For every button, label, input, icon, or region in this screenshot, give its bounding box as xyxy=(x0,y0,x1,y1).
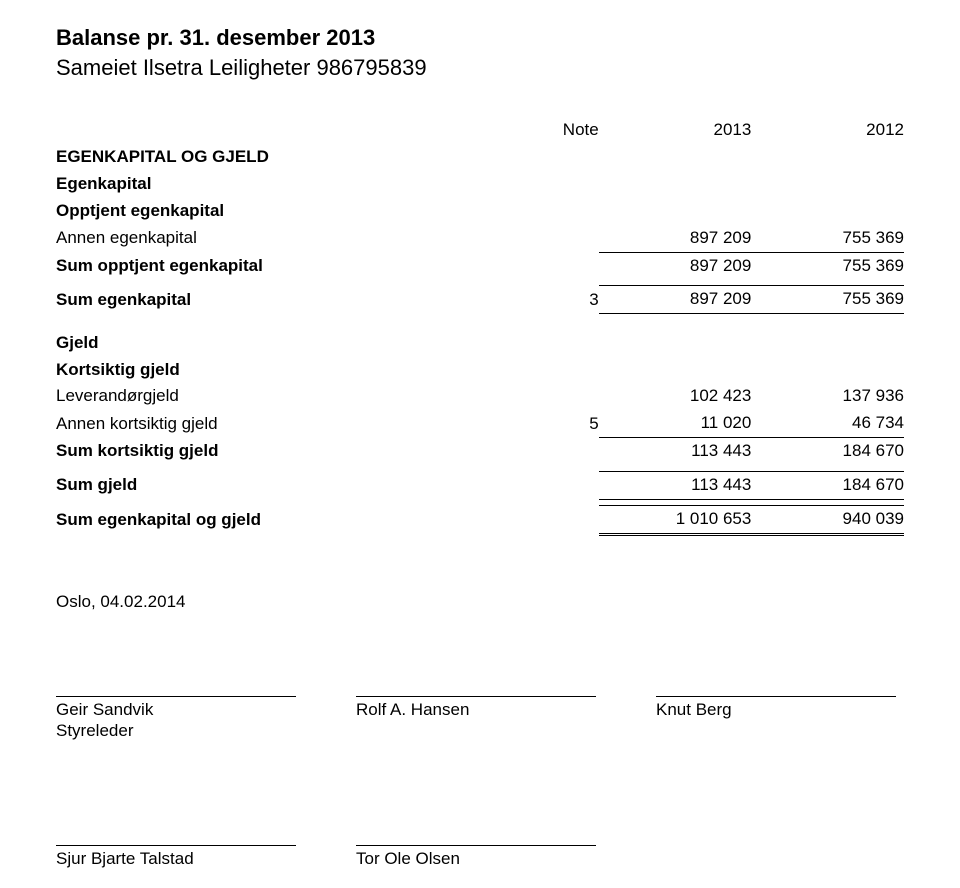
grand-total-row: Sum egenkapital og gjeld 1 010 653 940 0… xyxy=(56,505,904,534)
row-label: Annen egenkapital xyxy=(56,225,497,252)
row-note xyxy=(497,252,599,279)
row-note xyxy=(497,438,599,465)
signature-line xyxy=(56,696,296,697)
section-heading: Egenkapital xyxy=(56,171,904,198)
subtotal-row: Sum kortsiktig gjeld 113 443 184 670 xyxy=(56,438,904,465)
table-header-row: Note 2013 2012 xyxy=(56,117,904,144)
signature-line xyxy=(356,696,596,697)
row-y2: 184 670 xyxy=(751,471,904,499)
document-date: Oslo, 04.02.2014 xyxy=(56,592,904,612)
table-row: Leverandørgjeld 102 423 137 936 xyxy=(56,383,904,410)
row-y1: 113 443 xyxy=(599,438,752,465)
signatory-role: Styreleder xyxy=(56,720,296,741)
signatory-name: Sjur Bjarte Talstad xyxy=(56,848,296,869)
col-year1: 2013 xyxy=(599,117,752,144)
page-subtitle: Sameiet Ilsetra Leiligheter 986795839 xyxy=(56,54,904,82)
signatory-name: Geir Sandvik xyxy=(56,699,296,720)
row-y1: 1 010 653 xyxy=(599,505,752,534)
balance-table: Note 2013 2012 EGENKAPITAL OG GJELD Egen… xyxy=(56,117,904,536)
row-y2: 755 369 xyxy=(751,286,904,314)
total-row: Sum egenkapital 3 897 209 755 369 xyxy=(56,286,904,314)
signature-line xyxy=(56,845,296,846)
row-note xyxy=(497,225,599,252)
signature-block: Sjur Bjarte Talstad xyxy=(56,845,296,869)
row-note: 5 xyxy=(497,410,599,437)
signature-line xyxy=(656,696,896,697)
balance-sheet-page: Balanse pr. 31. desember 2013 Sameiet Il… xyxy=(0,0,960,888)
row-note: 3 xyxy=(497,286,599,314)
equity-heading: Egenkapital xyxy=(56,171,497,198)
signatory-name: Tor Ole Olsen xyxy=(356,848,596,869)
row-note xyxy=(497,383,599,410)
signature-block: Rolf A. Hansen xyxy=(356,696,596,742)
row-y1: 897 209 xyxy=(599,252,752,279)
row-label: Sum kortsiktig gjeld xyxy=(56,438,497,465)
table-row: Annen kortsiktig gjeld 5 11 020 46 734 xyxy=(56,410,904,437)
equity-debt-heading: EGENKAPITAL OG GJELD xyxy=(56,144,497,171)
section-heading: EGENKAPITAL OG GJELD xyxy=(56,144,904,171)
section-heading: Opptjent egenkapital xyxy=(56,198,904,225)
row-y2: 755 369 xyxy=(751,225,904,252)
row-y1: 11 020 xyxy=(599,410,752,437)
signature-row-2: Sjur Bjarte Talstad Tor Ole Olsen xyxy=(56,845,904,869)
debt-heading: Gjeld xyxy=(56,330,497,357)
row-y2: 940 039 xyxy=(751,505,904,534)
row-y1: 113 443 xyxy=(599,471,752,499)
signature-block: Knut Berg xyxy=(656,696,896,742)
signatory-name: Rolf A. Hansen xyxy=(356,699,596,720)
row-label: Annen kortsiktig gjeld xyxy=(56,410,497,437)
page-title: Balanse pr. 31. desember 2013 xyxy=(56,24,904,52)
retained-heading: Opptjent egenkapital xyxy=(56,198,497,225)
row-label: Leverandørgjeld xyxy=(56,383,497,410)
total-row: Sum gjeld 113 443 184 670 xyxy=(56,471,904,499)
signature-block: Tor Ole Olsen xyxy=(356,845,596,869)
signatory-name: Knut Berg xyxy=(656,699,896,720)
col-year2: 2012 xyxy=(751,117,904,144)
row-label: Sum gjeld xyxy=(56,471,497,499)
row-y2: 46 734 xyxy=(751,410,904,437)
row-label: Sum egenkapital og gjeld xyxy=(56,505,497,534)
signature-line xyxy=(356,845,596,846)
subtotal-row: Sum opptjent egenkapital 897 209 755 369 xyxy=(56,252,904,279)
row-y2: 137 936 xyxy=(751,383,904,410)
signature-block: Geir Sandvik Styreleder xyxy=(56,696,296,742)
signature-row-1: Geir Sandvik Styreleder Rolf A. Hansen K… xyxy=(56,696,904,742)
section-heading: Gjeld xyxy=(56,330,904,357)
row-label: Sum egenkapital xyxy=(56,286,497,314)
row-y2: 184 670 xyxy=(751,438,904,465)
short-debt-heading: Kortsiktig gjeld xyxy=(56,357,497,384)
row-label: Sum opptjent egenkapital xyxy=(56,252,497,279)
section-heading: Kortsiktig gjeld xyxy=(56,357,904,384)
col-note: Note xyxy=(497,117,599,144)
row-y1: 102 423 xyxy=(599,383,752,410)
row-note xyxy=(497,505,599,534)
row-y1: 897 209 xyxy=(599,286,752,314)
table-row: Annen egenkapital 897 209 755 369 xyxy=(56,225,904,252)
row-y1: 897 209 xyxy=(599,225,752,252)
row-note xyxy=(497,471,599,499)
row-y2: 755 369 xyxy=(751,252,904,279)
